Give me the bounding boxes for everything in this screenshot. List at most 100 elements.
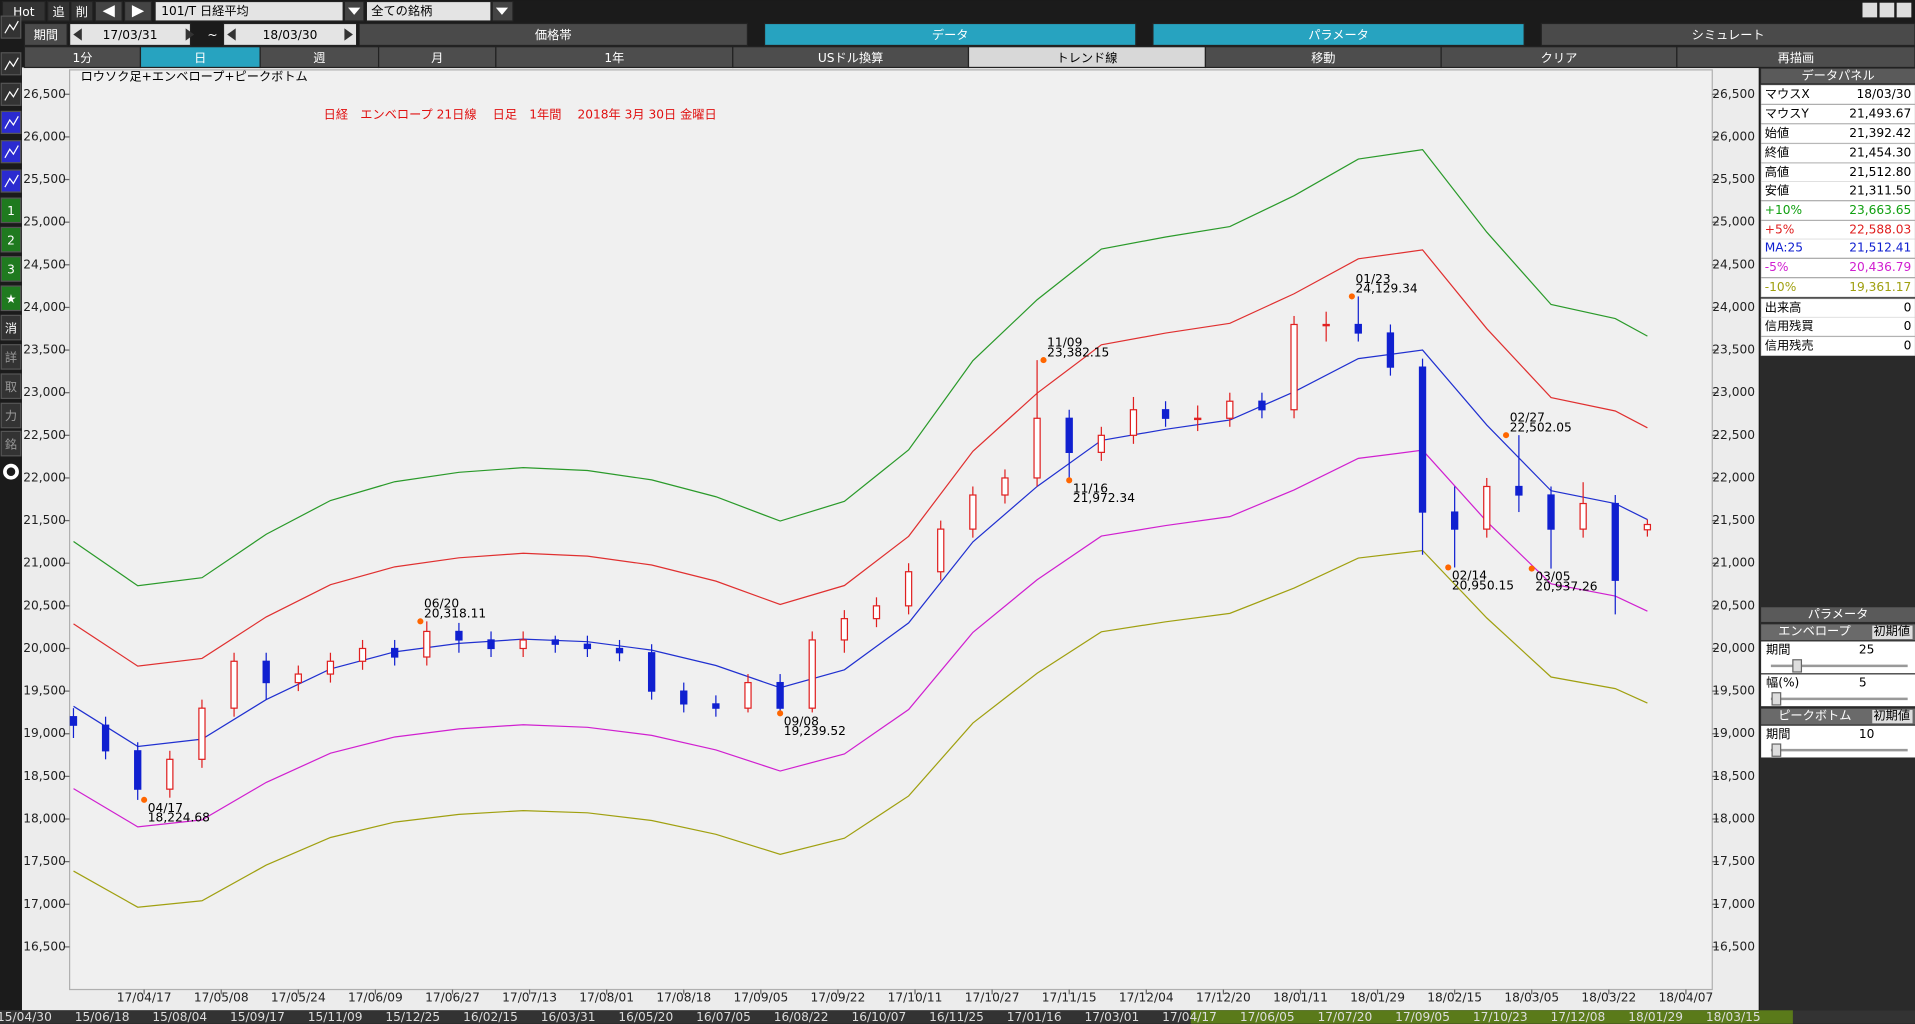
scroll-date: 17/09/05: [1395, 1010, 1450, 1024]
side-tool-bg[interactable]: [0, 285, 22, 312]
reset-button[interactable]: 初期値: [1873, 707, 1910, 722]
interval-button[interactable]: 再描画: [1778, 51, 1815, 65]
settings-icon[interactable]: [3, 463, 19, 480]
scroll-range[interactable]: [1190, 1010, 1793, 1024]
param-panel-header: [1761, 607, 1915, 622]
tab-bg[interactable]: [763, 22, 1137, 47]
tab-bg[interactable]: [358, 22, 749, 47]
tool-glyph: [4, 174, 19, 188]
peak-marker: [1348, 293, 1355, 300]
y-tick-label: 16,500: [23, 939, 66, 953]
side-tool[interactable]: 2: [7, 233, 15, 247]
data-row-value: 21,311.50: [1849, 183, 1911, 197]
interval-button[interactable]: トレンド線: [1056, 50, 1117, 65]
param-group: ピークボトム: [1778, 708, 1851, 722]
side-tool-bg[interactable]: [0, 226, 22, 253]
peak-date: 11/16: [1073, 481, 1108, 495]
y2-tick-label: 23,500: [1712, 343, 1755, 357]
toolbar-button[interactable]: 追: [53, 4, 65, 19]
side-tool[interactable]: 銘: [5, 436, 17, 451]
universe: 全ての銘柄: [371, 3, 432, 18]
period-to[interactable]: 18/03/30: [263, 28, 318, 42]
interval-button[interactable]: USドル換算: [818, 50, 884, 65]
universe-box-bg[interactable]: [365, 0, 492, 22]
scroll-date: 15/11/09: [308, 1010, 363, 1024]
candle-body: [1161, 409, 1170, 419]
tab-bg[interactable]: [1152, 22, 1525, 47]
plot-area: [69, 69, 1713, 991]
candle-body: [1097, 434, 1105, 453]
slider-thumb[interactable]: [1771, 692, 1782, 706]
tab[interactable]: パラメータ: [1308, 28, 1369, 42]
param-field-bg: [1761, 674, 1915, 707]
candle-body: [937, 528, 945, 573]
peak-value: 23,382.15: [1047, 345, 1109, 359]
symbol-box-bg[interactable]: [154, 0, 344, 22]
interval-button[interactable]: クリア: [1541, 51, 1578, 65]
peak-marker: [141, 796, 148, 803]
candle-body: [840, 618, 849, 641]
interval-button[interactable]: 移動: [1311, 51, 1335, 65]
peak-date: 01/23: [1356, 272, 1391, 286]
candle-body: [1547, 494, 1555, 530]
interval-button-bg[interactable]: [1676, 46, 1915, 69]
peak-date: 11/09: [1047, 336, 1082, 350]
toolbar-button-bg[interactable]: [70, 0, 94, 22]
data-row-bg: [1760, 200, 1915, 221]
side-tool[interactable]: 1: [7, 204, 15, 218]
reset-button-bg[interactable]: [1872, 625, 1913, 640]
x-tick-label: 18/01/11: [1273, 991, 1328, 1005]
chart-title: 日経 エンベロープ 21日線 日足 1年間 2018年 3月 30日 金曜日: [324, 107, 717, 122]
side-tool-bg[interactable]: [0, 430, 22, 457]
maximize-button[interactable]: [1879, 2, 1895, 18]
data-row-label: +5%: [1765, 222, 1795, 236]
toolbar-button[interactable]: 削: [76, 5, 88, 19]
interval-button[interactable]: 日: [194, 51, 206, 65]
candle-body: [872, 605, 881, 620]
side-tool-bg[interactable]: [0, 314, 22, 341]
y2-tick-label: 20,500: [1712, 598, 1755, 612]
interval-button[interactable]: 週: [313, 51, 325, 65]
data-row-label: -10%: [1765, 280, 1797, 294]
reset-button-bg[interactable]: [1872, 709, 1913, 724]
slider-thumb[interactable]: [1771, 743, 1782, 757]
toolbar-button-bg[interactable]: [47, 0, 71, 22]
reset-button[interactable]: 初期値: [1873, 623, 1910, 638]
tab[interactable]: データ: [932, 27, 969, 42]
slider-thumb[interactable]: [1792, 659, 1803, 673]
y-tick-label: 23,500: [23, 343, 66, 357]
tool-glyph: [4, 20, 19, 34]
side-tool-bg[interactable]: [0, 197, 22, 224]
side-tool[interactable]: 取: [5, 380, 17, 394]
interval-button[interactable]: 月: [431, 51, 443, 65]
side-tool[interactable]: 消: [5, 321, 17, 335]
side-tool[interactable]: 詳: [5, 350, 17, 365]
close-button[interactable]: [1896, 2, 1912, 18]
period-from[interactable]: 17/03/31: [103, 28, 158, 42]
y2-tick-label: 21,500: [1712, 513, 1755, 527]
toolbar-button[interactable]: Hot: [13, 5, 35, 19]
side-tool[interactable]: ★: [6, 292, 17, 306]
candle-body: [1001, 477, 1009, 496]
interval-button[interactable]: 1年: [604, 51, 624, 65]
side-tool[interactable]: 3: [7, 263, 15, 277]
side-tool-bg[interactable]: [0, 344, 22, 370]
peak-marker: [777, 710, 784, 717]
y2-tick-label: 22,000: [1712, 470, 1755, 484]
tab-bg[interactable]: [1540, 22, 1915, 47]
interval-button[interactable]: 1分: [72, 51, 92, 65]
symbol: 101/T 日経平均: [161, 4, 249, 18]
period-to-bg[interactable]: [222, 22, 358, 47]
tab[interactable]: 価格帯: [535, 27, 572, 42]
side-tool-bg[interactable]: [0, 256, 22, 282]
minimize-button[interactable]: [1862, 2, 1878, 18]
side-tool-bg[interactable]: [0, 402, 22, 429]
y-tick-label: 19,000: [23, 726, 66, 740]
side-tool[interactable]: 力: [5, 409, 17, 423]
tab[interactable]: シミュレート: [1692, 28, 1765, 42]
side-tool-bg[interactable]: [0, 373, 22, 400]
y2-tick-label: 19,000: [1712, 726, 1755, 740]
candle-body: [262, 660, 270, 684]
data-row-label: 出来高: [1765, 300, 1802, 315]
